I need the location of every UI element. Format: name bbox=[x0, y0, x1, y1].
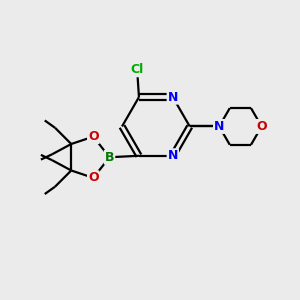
Text: N: N bbox=[168, 91, 178, 103]
Text: Cl: Cl bbox=[131, 63, 144, 76]
Text: N: N bbox=[168, 149, 178, 162]
Text: N: N bbox=[214, 120, 224, 133]
Text: O: O bbox=[256, 120, 267, 133]
Text: O: O bbox=[88, 130, 99, 143]
Text: B: B bbox=[105, 151, 114, 164]
Text: O: O bbox=[88, 171, 99, 184]
